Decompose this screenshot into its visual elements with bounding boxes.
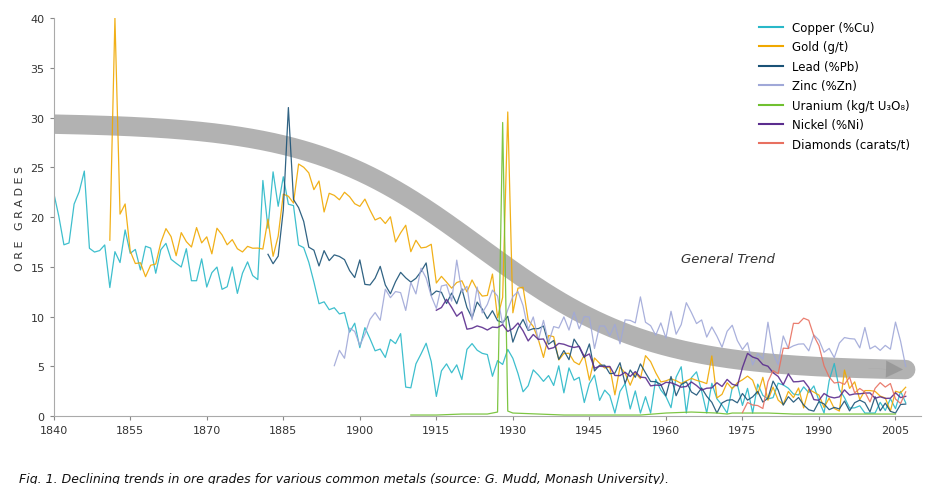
Text: General Trend: General Trend [681,252,775,265]
Text: Fig. 1. Declining trends in ore grades for various common metals (source: G. Mud: Fig. 1. Declining trends in ore grades f… [19,471,668,484]
Legend: Copper (%Cu), Gold (g/t), Lead (%Pb), Zinc (%Zn), Uranium (kg/t U₃O₈), Nickel (%: Copper (%Cu), Gold (g/t), Lead (%Pb), Zi… [754,17,915,156]
Y-axis label: O R E   G R A D E S: O R E G R A D E S [15,165,25,270]
